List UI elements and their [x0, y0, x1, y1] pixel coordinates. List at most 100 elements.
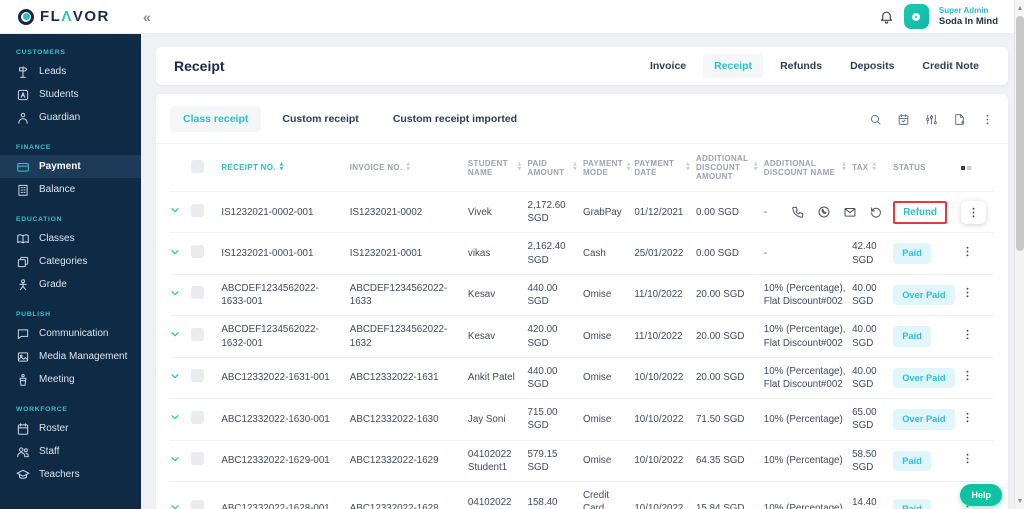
mail-icon[interactable]	[843, 205, 857, 219]
export-icon[interactable]	[953, 113, 966, 126]
payment-mode-cell: Omise	[582, 273, 635, 316]
sidebar-collapse-button[interactable]: «	[143, 8, 151, 25]
sidebar-item-leads[interactable]: Leads	[0, 60, 141, 83]
call-icon[interactable]	[791, 205, 805, 219]
col-additional-discount-amount[interactable]: ADDITIONAL DISCOUNT AMOUNT	[695, 154, 749, 181]
tax-cell: 40.00 SGD	[852, 315, 894, 358]
row-checkbox[interactable]	[190, 452, 204, 466]
sidebar-item-payment[interactable]: Payment	[0, 155, 141, 178]
refund-button[interactable]: Refund	[903, 206, 937, 218]
row-menu-button[interactable]	[961, 452, 974, 465]
avatar[interactable]	[903, 4, 929, 29]
header-expand-col	[170, 144, 191, 192]
table-row: ABC12332022-1631-001 ABC12332022-1631 An…	[170, 356, 994, 399]
paid-amount-cell: 2,172.60 SGD	[527, 190, 583, 233]
col-tax[interactable]: TAX	[852, 163, 869, 172]
tab-deposits[interactable]: Deposits	[850, 60, 895, 72]
row-checkbox[interactable]	[190, 203, 204, 217]
row-checkbox[interactable]	[190, 500, 204, 509]
sidebar-item-staff[interactable]: Staff	[0, 440, 141, 463]
tab-refunds[interactable]: Refunds	[780, 60, 823, 72]
vertical-scrollbar[interactable]: ▲ ▼	[1014, 0, 1024, 509]
col-payment-mode[interactable]: PAYMENT MODE	[582, 158, 623, 177]
sidebar-item-guardian[interactable]: Guardian	[0, 106, 141, 129]
sidebar-item-label: Media Management	[39, 351, 128, 362]
sidebar-item-label: Categories	[39, 256, 88, 267]
search-icon[interactable]	[869, 113, 882, 126]
row-checkbox[interactable]	[190, 245, 204, 259]
row-menu-button[interactable]	[967, 206, 980, 219]
row-menu-button[interactable]	[961, 286, 974, 299]
sidebar-item-grade[interactable]: Grade	[0, 273, 141, 296]
more-icon[interactable]	[981, 113, 994, 126]
paid-amount-cell: 579.15 SGD	[527, 439, 583, 482]
table-row: ABCDEF1234562022-1633-001 ABCDEF12345620…	[170, 273, 994, 316]
col-invoice-no[interactable]: INVOICE NO.	[349, 163, 403, 172]
row-menu-button[interactable]	[961, 411, 974, 424]
select-all-checkbox[interactable]	[190, 160, 204, 173]
history-icon[interactable]	[869, 205, 883, 219]
column-settings-icon[interactable]	[961, 166, 971, 170]
sort-icon-tax[interactable]: ▲ ▼	[872, 162, 877, 172]
calendar-icon[interactable]	[897, 113, 910, 126]
expand-row-button[interactable]	[170, 454, 180, 464]
row-actions-cell	[961, 315, 994, 358]
tab-invoice[interactable]: Invoice	[649, 60, 687, 72]
row-menu-button[interactable]	[961, 369, 974, 382]
sort-icon-invoice-no[interactable]: ▲ ▼	[406, 162, 411, 172]
sidebar-item-categories[interactable]: Categories	[0, 250, 141, 273]
help-button[interactable]: Help	[960, 484, 1002, 506]
row-checkbox[interactable]	[190, 410, 204, 424]
col-receipt-no[interactable]: RECEIPT NO.	[221, 163, 276, 172]
scrollbar-thumb[interactable]	[1016, 16, 1024, 251]
sort-icon-student-name[interactable]: ▲ ▼	[517, 162, 522, 172]
col-additional-discount-name[interactable]: ADDITIONAL DISCOUNT NAME	[763, 158, 836, 177]
expand-row-button[interactable]	[170, 329, 180, 339]
subtab-custom-receipt-imported[interactable]: Custom receipt imported	[392, 113, 518, 125]
expand-row-button[interactable]	[170, 371, 180, 381]
scroll-up-arrow[interactable]: ▲	[1016, 4, 1024, 12]
subtab-custom-receipt[interactable]: Custom receipt	[282, 113, 359, 125]
expand-row-button[interactable]	[170, 247, 180, 257]
row-quick-actions	[791, 205, 883, 219]
col-paid-amount[interactable]: PAID AMOUNT	[527, 158, 565, 177]
row-menu-button[interactable]	[961, 245, 974, 258]
notifications-bell-icon[interactable]	[879, 9, 894, 24]
receipt-subbar: Class receipt Custom receipt Custom receip…	[156, 106, 1008, 144]
whatsapp-icon[interactable]	[817, 205, 831, 219]
sort-icon-payment-mode[interactable]: ▲ ▼	[626, 162, 631, 172]
payment-mode-cell: Omise	[582, 315, 635, 358]
sort-icon-paid-amount[interactable]: ▲ ▼	[573, 162, 577, 172]
sidebar-item-media-management[interactable]: Media Management	[0, 345, 141, 368]
payment-date-cell: 10/10/2022	[634, 398, 696, 441]
sidebar-item-meeting[interactable]: Meeting	[0, 368, 141, 391]
sidebar-item-communication[interactable]: Communication	[0, 322, 141, 345]
col-student-name[interactable]: STUDENT NAME	[467, 158, 508, 177]
row-menu-button[interactable]	[961, 328, 974, 341]
payment-mode-cell: GrabPay	[582, 190, 635, 233]
sort-icon-payment-date[interactable]: ▲ ▼	[686, 162, 690, 172]
subtab-class-receipt[interactable]: Class receipt	[170, 106, 262, 132]
row-checkbox[interactable]	[190, 369, 204, 383]
sort-icon-additional-discount-amount[interactable]: ▲ ▼	[753, 162, 758, 172]
filter-icon[interactable]	[925, 113, 938, 126]
expand-row-button[interactable]	[170, 288, 180, 298]
row-checkbox[interactable]	[190, 286, 204, 300]
sort-icon-receipt-no[interactable]: ▲ ▼	[279, 162, 284, 172]
sidebar-item-classes[interactable]: Classes	[0, 227, 141, 250]
status-cell: Refund	[893, 190, 961, 233]
scroll-down-arrow[interactable]: ▼	[1016, 497, 1024, 505]
sort-icon-additional-discount-name[interactable]: ▲ ▼	[842, 162, 847, 172]
sidebar-item-teachers[interactable]: Teachers	[0, 463, 141, 486]
payment-mode-cell: Omise	[582, 439, 635, 482]
expand-row-button[interactable]	[170, 412, 180, 422]
expand-row-button[interactable]	[170, 502, 180, 509]
sidebar-item-roster[interactable]: Roster	[0, 417, 141, 440]
sidebar-item-students[interactable]: Students	[0, 83, 141, 106]
tab-receipt[interactable]: Receipt	[703, 54, 764, 78]
tab-credit-note[interactable]: Credit Note	[922, 60, 979, 72]
row-checkbox[interactable]	[190, 327, 204, 341]
col-payment-date[interactable]: PAYMENT DATE	[634, 158, 675, 177]
sidebar-item-balance[interactable]: Balance	[0, 178, 141, 201]
expand-row-button[interactable]	[170, 205, 180, 215]
